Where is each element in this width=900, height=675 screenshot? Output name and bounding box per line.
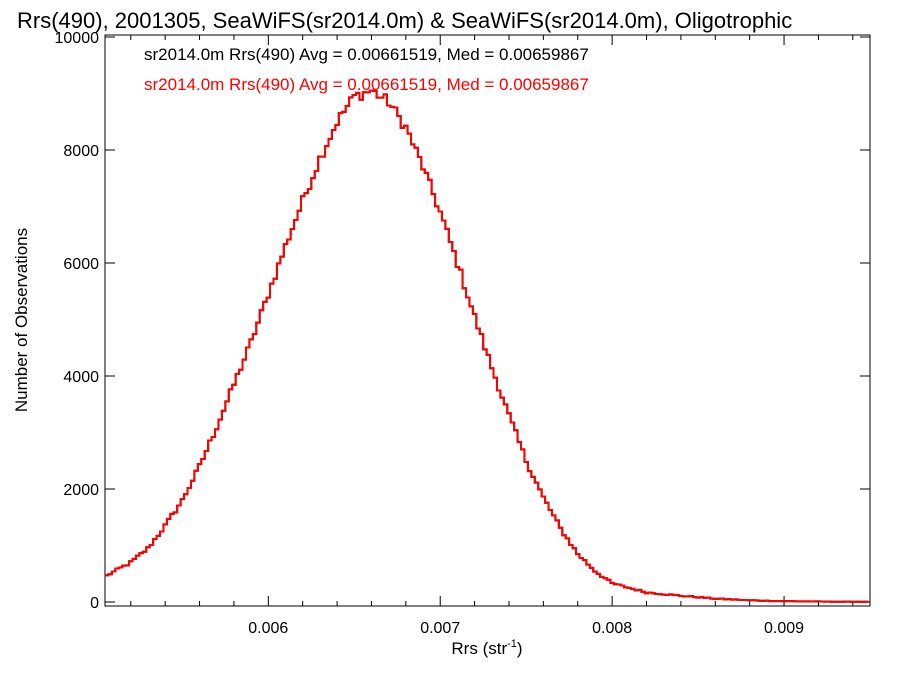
x-tick-label: 0.007 xyxy=(420,620,460,637)
x-axis-label-end: ) xyxy=(517,639,523,658)
series-line-red xyxy=(105,89,869,603)
y-tick-label: 2000 xyxy=(63,482,99,499)
x-tick-label: 0.009 xyxy=(764,620,804,637)
y-axis-ticks: 0 2000 4000 6000 8000 10000 xyxy=(55,30,870,612)
y-tick-label: 10000 xyxy=(55,30,100,47)
chart-title: Rrs(490), 2001305, SeaWiFS(sr2014.0m) & … xyxy=(17,8,792,33)
y-tick-label: 4000 xyxy=(63,369,99,386)
x-axis-label-superscript: -1 xyxy=(507,638,517,650)
x-tick-label: 0.006 xyxy=(248,620,288,637)
legend-entry-red: sr2014.0m Rrs(490) Avg = 0.00661519, Med… xyxy=(144,75,589,94)
x-axis-ticks: 0.006 0.007 0.008 0.009 xyxy=(130,35,854,637)
y-tick-label: 8000 xyxy=(63,143,99,160)
x-tick-label: 0.008 xyxy=(592,620,632,637)
plot-frame xyxy=(104,34,871,607)
series-group xyxy=(105,89,869,603)
y-tick-label: 0 xyxy=(90,595,99,612)
y-tick-label: 6000 xyxy=(63,256,99,273)
series-line-black xyxy=(105,89,869,603)
y-axis-label: Number of Observations xyxy=(12,228,31,412)
legend-entry-black: sr2014.0m Rrs(490) Avg = 0.00661519, Med… xyxy=(144,45,589,64)
x-axis-label-main: Rrs (str xyxy=(451,639,507,658)
x-axis-label: Rrs (str-1) xyxy=(451,638,522,658)
